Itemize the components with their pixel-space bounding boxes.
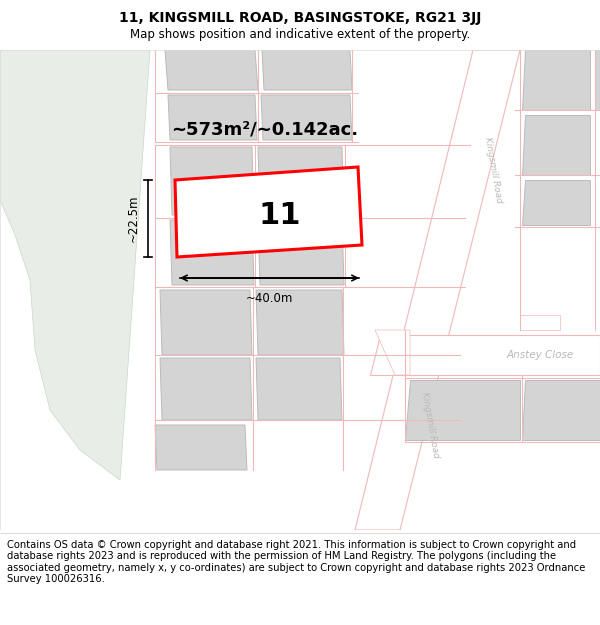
Polygon shape xyxy=(522,380,600,440)
Polygon shape xyxy=(258,220,344,285)
Polygon shape xyxy=(355,50,520,530)
Polygon shape xyxy=(261,95,352,140)
Polygon shape xyxy=(170,220,254,285)
Text: ~573m²/~0.142ac.: ~573m²/~0.142ac. xyxy=(172,121,359,139)
Polygon shape xyxy=(522,50,590,110)
Text: 11: 11 xyxy=(259,201,301,229)
Polygon shape xyxy=(160,290,252,355)
Polygon shape xyxy=(262,50,352,90)
Text: Kingsmill Road: Kingsmill Road xyxy=(420,391,440,459)
Text: Kingsmill Road: Kingsmill Road xyxy=(483,136,503,204)
Polygon shape xyxy=(256,290,344,355)
Polygon shape xyxy=(0,50,150,480)
Polygon shape xyxy=(165,50,258,90)
Polygon shape xyxy=(522,115,590,175)
Polygon shape xyxy=(256,358,342,420)
Polygon shape xyxy=(258,147,344,215)
Text: 11, KINGSMILL ROAD, BASINGSTOKE, RG21 3JJ: 11, KINGSMILL ROAD, BASINGSTOKE, RG21 3J… xyxy=(119,11,481,25)
Polygon shape xyxy=(370,335,600,375)
Polygon shape xyxy=(595,50,600,110)
Polygon shape xyxy=(520,315,560,330)
Polygon shape xyxy=(160,358,252,420)
Text: Contains OS data © Crown copyright and database right 2021. This information is : Contains OS data © Crown copyright and d… xyxy=(7,539,586,584)
Text: Map shows position and indicative extent of the property.: Map shows position and indicative extent… xyxy=(130,28,470,41)
Polygon shape xyxy=(168,95,257,140)
Polygon shape xyxy=(405,380,520,440)
Polygon shape xyxy=(170,147,254,215)
Polygon shape xyxy=(522,180,590,225)
Polygon shape xyxy=(175,167,362,257)
Text: ~22.5m: ~22.5m xyxy=(127,195,140,242)
Text: ~40.0m: ~40.0m xyxy=(246,292,293,305)
Polygon shape xyxy=(155,425,247,470)
Text: Anstey Close: Anstey Close xyxy=(506,350,574,360)
Polygon shape xyxy=(375,330,410,375)
